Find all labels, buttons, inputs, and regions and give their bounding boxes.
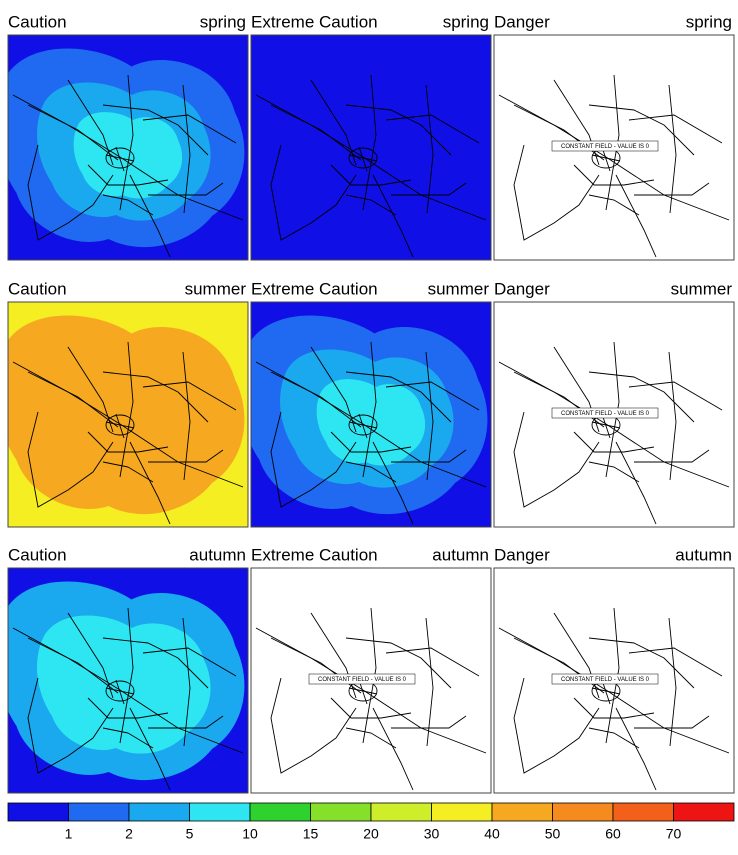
colorbar-tick-label: 50 — [545, 826, 561, 842]
note: CONSTANT FIELD - VALUE IS 0 — [561, 411, 650, 417]
map-fill — [8, 35, 248, 260]
map-background — [251, 35, 491, 260]
panel-frame — [7, 567, 249, 794]
panel-frame — [7, 301, 249, 528]
colorbar-swatch — [310, 802, 372, 822]
colorbar-swatch — [552, 802, 614, 822]
note-box — [551, 140, 659, 152]
map-panel: CONSTANT FIELD - VALUE IS 0 — [250, 567, 492, 794]
colorbar-swatch — [249, 802, 311, 822]
colorbar-tick-label: 15 — [303, 826, 319, 842]
colorbar-tick-label: 10 — [242, 826, 258, 842]
note-box — [308, 673, 416, 685]
panel-season: autumn — [432, 545, 489, 564]
panel-season: autumn — [675, 545, 732, 564]
map-panel: CONSTANT FIELD - VALUE IS 0 — [493, 301, 735, 528]
note: CONSTANT FIELD - VALUE IS 0 — [561, 677, 650, 683]
map-panel — [250, 34, 492, 261]
map-panel — [7, 301, 249, 528]
panel-frame — [493, 34, 735, 261]
colorbar-tick-label: 40 — [484, 826, 500, 842]
panel-title: Caution — [8, 545, 67, 564]
map-panel — [7, 567, 249, 794]
colorbar-tick-label: 70 — [666, 826, 682, 842]
colorbar-swatch — [7, 802, 69, 822]
panel-frame — [493, 567, 735, 794]
colorbar-swatch — [189, 802, 251, 822]
panel-season: summer — [671, 279, 733, 298]
panel-frame — [250, 567, 492, 794]
panel-frame — [250, 34, 492, 261]
panel-title: Danger — [494, 545, 550, 564]
colorbar-tick-label: 2 — [125, 826, 133, 842]
panel-season: spring — [443, 12, 489, 31]
map-fill — [251, 35, 491, 260]
map-fill — [8, 302, 248, 527]
colorbar-tick-label: 5 — [186, 826, 194, 842]
colorbar-swatch — [612, 802, 674, 822]
panel-season: autumn — [189, 545, 246, 564]
panel-season: spring — [686, 12, 732, 31]
panel-frame — [493, 301, 735, 528]
panel-season: summer — [185, 279, 247, 298]
panel-season: summer — [428, 279, 490, 298]
note-box — [551, 407, 659, 419]
map-panel — [250, 301, 492, 528]
panel-title: Danger — [494, 279, 550, 298]
map-fill — [251, 302, 491, 527]
colorbar-swatch — [491, 802, 553, 822]
map-panel: CONSTANT FIELD - VALUE IS 0 — [493, 567, 735, 794]
colorbar-swatch — [431, 802, 493, 822]
panel-title: Extreme Caution — [251, 279, 378, 298]
colorbar-tick-label: 20 — [363, 826, 379, 842]
panel-title: Extreme Caution — [251, 545, 378, 564]
map-fill — [8, 568, 248, 793]
colorbar-tick-label: 60 — [605, 826, 621, 842]
colorbar-tick-label: 30 — [424, 826, 440, 842]
panel-title: Caution — [8, 12, 67, 31]
colorbar-swatch — [128, 802, 190, 822]
contour-region — [73, 112, 183, 199]
contour-region — [316, 379, 426, 466]
map-panel — [7, 34, 249, 261]
panel-season: spring — [200, 12, 246, 31]
note: CONSTANT FIELD - VALUE IS 0 — [561, 144, 650, 150]
panel-title: Caution — [8, 279, 67, 298]
colorbar-tick-label: 1 — [65, 826, 73, 842]
panel-frame — [7, 34, 249, 261]
map-panel: CONSTANT FIELD - VALUE IS 0 — [493, 34, 735, 261]
panel-frame — [250, 301, 492, 528]
colorbar-swatch — [370, 802, 432, 822]
panel-title: Extreme Caution — [251, 12, 378, 31]
panel-title: Danger — [494, 12, 550, 31]
colorbar-swatch — [68, 802, 130, 822]
note-box — [551, 673, 659, 685]
colorbar-swatch — [673, 802, 735, 822]
note: CONSTANT FIELD - VALUE IS 0 — [318, 677, 407, 683]
